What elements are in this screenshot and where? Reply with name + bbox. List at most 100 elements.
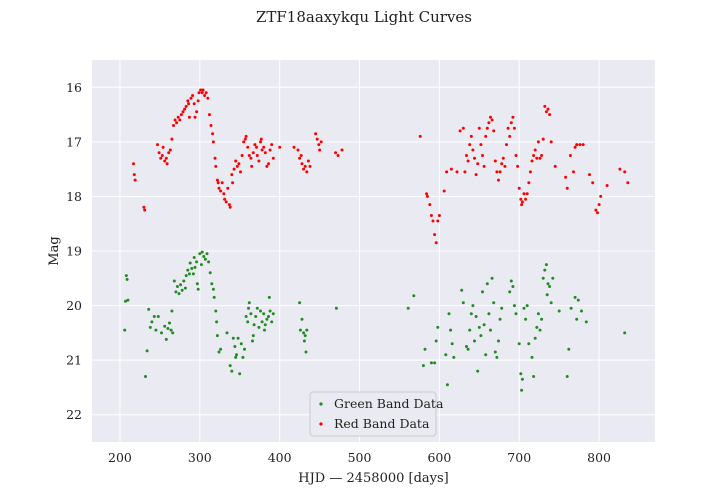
green-data-point xyxy=(541,276,545,280)
y-tick-label: 16 xyxy=(66,80,82,95)
green-data-point xyxy=(234,355,238,359)
red-data-point xyxy=(157,151,161,155)
green-data-point xyxy=(247,301,251,305)
red-data-point xyxy=(302,167,306,171)
red-data-point xyxy=(235,164,239,168)
green-data-point xyxy=(233,345,237,348)
red-data-point xyxy=(216,181,220,185)
green-data-point xyxy=(508,290,512,294)
legend-label-red: Red Band Data xyxy=(334,416,430,431)
green-data-point xyxy=(421,364,425,368)
green-data-point xyxy=(303,334,307,338)
red-data-point xyxy=(168,148,172,152)
green-data-point xyxy=(482,323,486,327)
red-data-point xyxy=(207,113,211,117)
green-data-point xyxy=(573,295,577,299)
green-data-point xyxy=(150,320,154,324)
green-data-point xyxy=(251,339,254,343)
green-data-point xyxy=(125,277,129,281)
red-data-point xyxy=(211,140,215,144)
red-data-point xyxy=(340,148,344,152)
green-data-point xyxy=(423,347,427,351)
red-data-point xyxy=(296,148,300,152)
green-data-point xyxy=(267,295,271,299)
red-data-point xyxy=(336,154,340,157)
red-data-point xyxy=(532,154,536,157)
green-data-point xyxy=(548,285,552,288)
red-data-point xyxy=(548,113,552,117)
red-data-point xyxy=(540,154,544,157)
legend-label-green: Green Band Data xyxy=(334,396,444,411)
red-data-point xyxy=(436,219,440,223)
green-data-point xyxy=(156,315,160,318)
red-data-point xyxy=(546,107,550,111)
red-data-point xyxy=(530,159,534,163)
green-data-point xyxy=(214,309,218,313)
green-data-point xyxy=(500,306,504,310)
green-data-point xyxy=(263,323,267,327)
red-data-point xyxy=(176,115,180,119)
green-data-point xyxy=(160,331,163,335)
green-data-point xyxy=(205,252,209,256)
red-data-point xyxy=(232,167,236,171)
red-data-point xyxy=(429,214,433,217)
red-data-point xyxy=(265,164,269,168)
red-data-point xyxy=(522,192,526,196)
green-data-point xyxy=(536,312,540,316)
axis-ticks: 200 300 400 500 600 700 800 16 17 18 19 20 21 22 xyxy=(66,80,611,465)
red-data-point xyxy=(259,137,263,141)
red-data-point xyxy=(172,124,175,127)
red-data-point xyxy=(197,91,201,95)
red-data-point xyxy=(588,173,591,177)
green-data-point xyxy=(154,328,158,332)
green-data-point xyxy=(187,272,191,276)
red-data-point xyxy=(517,186,521,190)
green-data-point xyxy=(520,388,524,392)
red-data-point xyxy=(262,145,266,149)
red-data-point xyxy=(509,121,513,125)
red-data-point xyxy=(319,140,323,144)
green-data-point xyxy=(304,350,308,354)
red-data-point xyxy=(536,140,540,144)
green-data-point xyxy=(247,306,250,310)
red-data-point xyxy=(239,170,242,174)
red-data-point xyxy=(200,91,204,95)
green-data-point xyxy=(260,320,264,324)
green-data-point xyxy=(262,312,266,316)
red-data-point xyxy=(315,137,319,141)
red-data-point xyxy=(214,164,218,168)
green-data-point xyxy=(520,377,524,381)
green-data-point xyxy=(195,282,199,286)
red-data-point xyxy=(455,170,459,174)
green-data-point xyxy=(445,383,449,387)
green-data-point xyxy=(164,337,168,341)
red-data-point xyxy=(618,167,622,171)
red-data-point xyxy=(458,129,462,133)
green-data-point xyxy=(487,312,491,316)
green-data-point xyxy=(217,350,221,354)
red-data-point xyxy=(484,134,488,138)
red-data-point xyxy=(597,203,601,207)
green-data-point xyxy=(249,312,253,316)
red-data-point xyxy=(553,164,557,168)
green-data-point xyxy=(540,317,544,321)
green-data-point xyxy=(484,353,488,357)
red-data-point xyxy=(461,126,465,130)
red-data-point xyxy=(243,137,247,141)
red-data-point xyxy=(156,143,159,147)
red-data-point xyxy=(206,96,210,100)
red-data-point xyxy=(514,154,518,157)
green-data-point xyxy=(530,355,534,359)
green-data-point xyxy=(212,295,216,299)
green-data-point xyxy=(225,331,229,335)
red-data-point xyxy=(222,192,226,196)
green-data-point xyxy=(468,328,472,332)
red-data-point xyxy=(596,211,599,215)
red-data-point xyxy=(267,162,270,166)
red-data-point xyxy=(191,94,195,97)
green-data-point xyxy=(465,345,468,348)
green-data-point xyxy=(444,353,448,357)
green-data-point xyxy=(509,279,513,283)
red-data-point xyxy=(244,134,248,138)
